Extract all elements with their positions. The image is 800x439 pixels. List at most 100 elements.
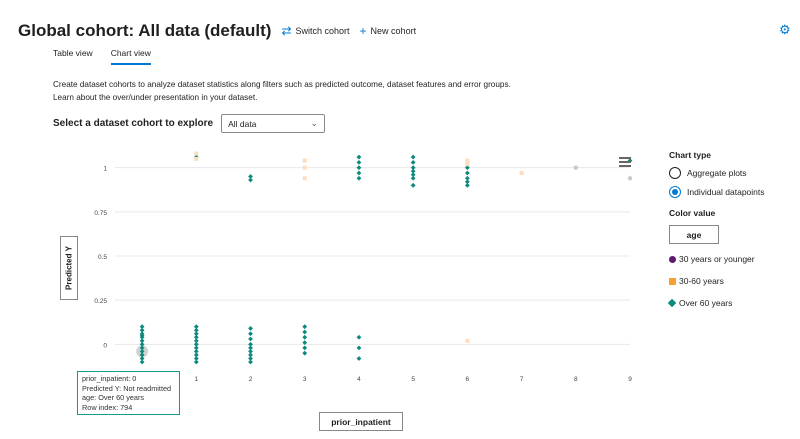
data-point bbox=[302, 334, 308, 340]
chevron-down-icon: ⌄ bbox=[310, 118, 319, 128]
x-tick-label: 1 bbox=[195, 376, 199, 383]
data-point bbox=[139, 341, 145, 347]
y-tick-label: 0.5 bbox=[98, 254, 107, 261]
x-tick-label: 6 bbox=[466, 376, 470, 383]
data-point bbox=[410, 154, 416, 160]
legend-label: 30-60 years bbox=[679, 276, 724, 286]
data-point bbox=[139, 324, 145, 330]
data-point bbox=[410, 159, 416, 165]
y-tick-label: 1 bbox=[103, 166, 107, 173]
tab-chart-view[interactable]: Chart view bbox=[110, 48, 151, 65]
data-point bbox=[356, 356, 362, 361]
data-point bbox=[193, 356, 199, 361]
data-point bbox=[248, 331, 253, 337]
data-point bbox=[356, 334, 362, 340]
data-point bbox=[193, 334, 199, 340]
data-point bbox=[248, 345, 253, 351]
data-point bbox=[410, 168, 416, 174]
data-point bbox=[519, 170, 524, 175]
radio-label: Individual datapoints bbox=[687, 187, 765, 197]
data-point bbox=[193, 352, 199, 358]
cohort-dropdown-value: All data bbox=[228, 118, 257, 129]
legend-item[interactable]: Over 60 years bbox=[667, 298, 794, 308]
chart-menu-icon[interactable] bbox=[619, 157, 631, 169]
description-text: Create dataset cohorts to analyze datase… bbox=[53, 80, 511, 102]
cohort-dropdown[interactable]: All data ⌄ bbox=[221, 114, 326, 133]
y-axis-label: Predicted Y bbox=[64, 246, 74, 290]
tooltip-line: Predicted Y: Not readmitted bbox=[82, 383, 172, 393]
data-point bbox=[464, 170, 470, 176]
data-point bbox=[356, 170, 362, 176]
legend-item[interactable]: 30 years or younger bbox=[669, 254, 794, 264]
data-point bbox=[410, 165, 416, 171]
data-point bbox=[248, 177, 253, 183]
cohort-selector: Select a dataset cohort to explore All d… bbox=[53, 114, 326, 133]
new-cohort-button[interactable]: + New cohort bbox=[360, 25, 417, 37]
y-tick-label: 0.25 bbox=[94, 298, 107, 305]
legend-item[interactable]: 30-60 years bbox=[669, 276, 794, 286]
tooltip-line: age: Over 60 years bbox=[82, 393, 145, 402]
data-point bbox=[356, 175, 362, 181]
x-tick-label: 5 bbox=[411, 376, 415, 383]
data-point bbox=[302, 324, 308, 330]
data-point bbox=[302, 165, 307, 170]
diamond-marker-icon bbox=[667, 298, 677, 308]
radio-circle bbox=[669, 186, 681, 198]
data-point bbox=[465, 338, 470, 343]
data-point bbox=[139, 327, 145, 333]
gear-icon[interactable]: ⚙ bbox=[779, 22, 791, 37]
data-point bbox=[464, 182, 470, 188]
data-point bbox=[248, 356, 253, 361]
switch-arrows-icon: ⇄ bbox=[281, 24, 292, 38]
y-tick-label: 0.75 bbox=[94, 210, 107, 217]
data-point bbox=[356, 154, 362, 160]
data-point bbox=[302, 329, 308, 335]
legend: 30 years or younger 30-60 years Over 60 ye… bbox=[667, 254, 794, 308]
tab-table-view[interactable]: Table view bbox=[53, 48, 93, 58]
chart-type-heading: Chart type bbox=[669, 150, 712, 160]
x-axis-button[interactable]: prior_inpatient bbox=[319, 412, 403, 431]
x-tick-label: 9 bbox=[628, 376, 632, 383]
radio-individual-datapoints[interactable]: Individual datapoints bbox=[669, 186, 794, 198]
circle-marker-icon bbox=[669, 255, 676, 263]
data-point bbox=[410, 182, 416, 188]
data-point bbox=[194, 151, 199, 156]
radio-circle bbox=[669, 167, 681, 179]
new-cohort-label: New cohort bbox=[370, 26, 417, 36]
data-point bbox=[465, 162, 470, 167]
data-point bbox=[248, 336, 253, 342]
tooltip-line: Row index: 794 bbox=[82, 402, 133, 412]
data-point bbox=[248, 352, 253, 358]
x-tick-label: 8 bbox=[574, 376, 578, 383]
legend-label: 30 years or younger bbox=[679, 254, 755, 264]
data-point bbox=[194, 156, 199, 161]
data-point bbox=[410, 175, 416, 181]
data-point bbox=[139, 333, 145, 338]
switch-cohort-label: Switch cohort bbox=[295, 26, 350, 36]
data-point bbox=[193, 327, 199, 333]
data-point bbox=[248, 326, 253, 331]
data-point bbox=[302, 350, 308, 356]
data-point bbox=[193, 338, 199, 344]
data-point bbox=[356, 165, 362, 171]
color-value-button[interactable]: age bbox=[669, 225, 719, 244]
x-tick-label: 7 bbox=[520, 376, 524, 383]
scatter-chart: 00.250.50.7510123456789 bbox=[94, 151, 633, 383]
data-point bbox=[248, 341, 253, 347]
data-point bbox=[573, 165, 578, 170]
data-point bbox=[193, 324, 199, 330]
data-point bbox=[139, 349, 145, 354]
square-marker-icon bbox=[669, 277, 676, 285]
color-value-heading: Color value bbox=[669, 208, 716, 218]
y-tick-label: 0 bbox=[103, 342, 107, 349]
data-point bbox=[302, 158, 307, 163]
plus-icon: + bbox=[359, 24, 367, 38]
data-point bbox=[139, 338, 145, 344]
x-tick-label: 3 bbox=[303, 376, 307, 383]
data-point bbox=[248, 349, 253, 354]
page-title: Global cohort: All data (default) bbox=[18, 21, 272, 40]
x-tick-label: 2 bbox=[249, 376, 253, 383]
switch-cohort-button[interactable]: ⇄ Switch cohort bbox=[281, 25, 349, 37]
radio-aggregate-plots[interactable]: Aggregate plots bbox=[669, 167, 794, 179]
y-axis-button[interactable]: Predicted Y bbox=[60, 236, 78, 300]
